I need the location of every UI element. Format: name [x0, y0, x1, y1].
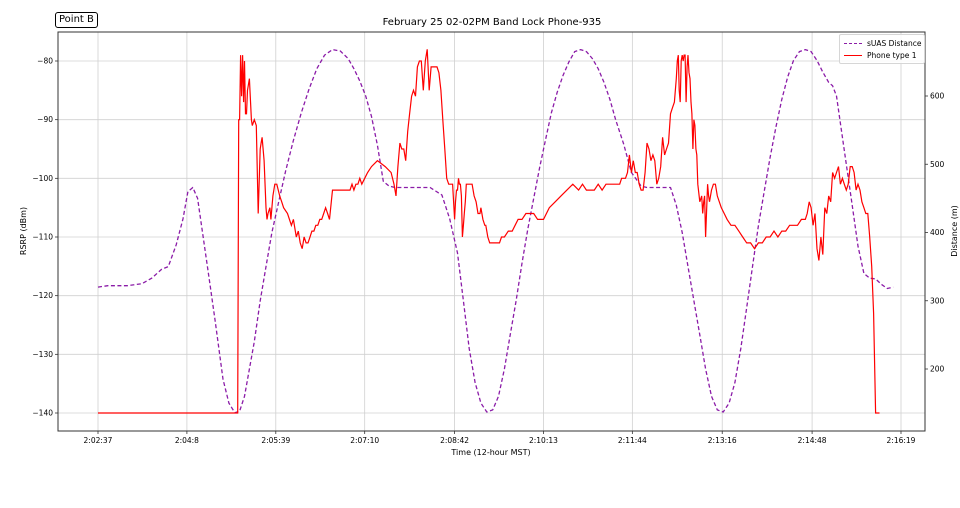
y-axis-label: RSRP (dBm)	[19, 207, 28, 255]
x-tick-label: 2:05:39	[261, 436, 290, 445]
grid-lines	[58, 32, 925, 431]
x-tick-label: 2:02:37	[84, 436, 113, 445]
x-tick-label: 2:04:8	[175, 436, 199, 445]
y-tick-label: −110	[32, 233, 53, 242]
y2-tick-label: 300	[930, 296, 945, 305]
plot-frame	[57, 31, 926, 432]
y-tick-label: −80	[37, 57, 53, 66]
solid-line-swatch-icon	[844, 54, 862, 56]
x-tick-label: 2:14:48	[798, 436, 827, 445]
y2-axis-ticks: 200 300 400 500 600	[925, 92, 945, 374]
x-tick-label: 2:11:44	[618, 436, 647, 445]
x-tick-label: 2:08:42	[440, 436, 469, 445]
legend-label-phone: Phone type 1	[867, 50, 917, 60]
phone-series	[98, 49, 880, 414]
x-axis-label: Time (12-hour MST)	[450, 448, 530, 457]
legend: sUAS Distance Phone type 1	[839, 34, 925, 64]
y-tick-label: −130	[32, 350, 53, 359]
chart-title: February 25 02-02PM Band Lock Phone-935	[382, 17, 602, 28]
distance-series	[97, 48, 894, 414]
y2-axis-label: Distance (m)	[950, 205, 959, 257]
y2-tick-label: 600	[930, 92, 945, 101]
y2-tick-label: 500	[930, 160, 945, 169]
dashed-line-swatch-icon	[844, 42, 862, 44]
x-tick-label: 2:16:19	[887, 436, 916, 445]
legend-item-distance: sUAS Distance	[844, 37, 921, 49]
legend-item-phone: Phone type 1	[844, 49, 917, 61]
y-tick-label: −90	[37, 115, 53, 124]
y2-tick-label: 200	[930, 365, 945, 374]
x-tick-label: 2:10:13	[529, 436, 558, 445]
legend-label-distance: sUAS Distance	[867, 38, 922, 48]
x-tick-label: 2:13:16	[708, 436, 737, 445]
y2-tick-label: 400	[930, 228, 945, 237]
y-tick-label: −120	[32, 291, 53, 300]
y-axis-ticks: −80 −90 −100 −110 −120 −130 −140	[32, 57, 58, 418]
x-tick-label: 2:07:10	[350, 436, 379, 445]
x-axis-ticks: 2:02:37 2:04:8 2:05:39 2:07:10 2:08:42 2:10:1…	[84, 431, 916, 445]
y-tick-label: −140	[32, 409, 53, 418]
point-badge: Point B	[55, 12, 98, 28]
y-tick-label: −100	[32, 174, 53, 183]
